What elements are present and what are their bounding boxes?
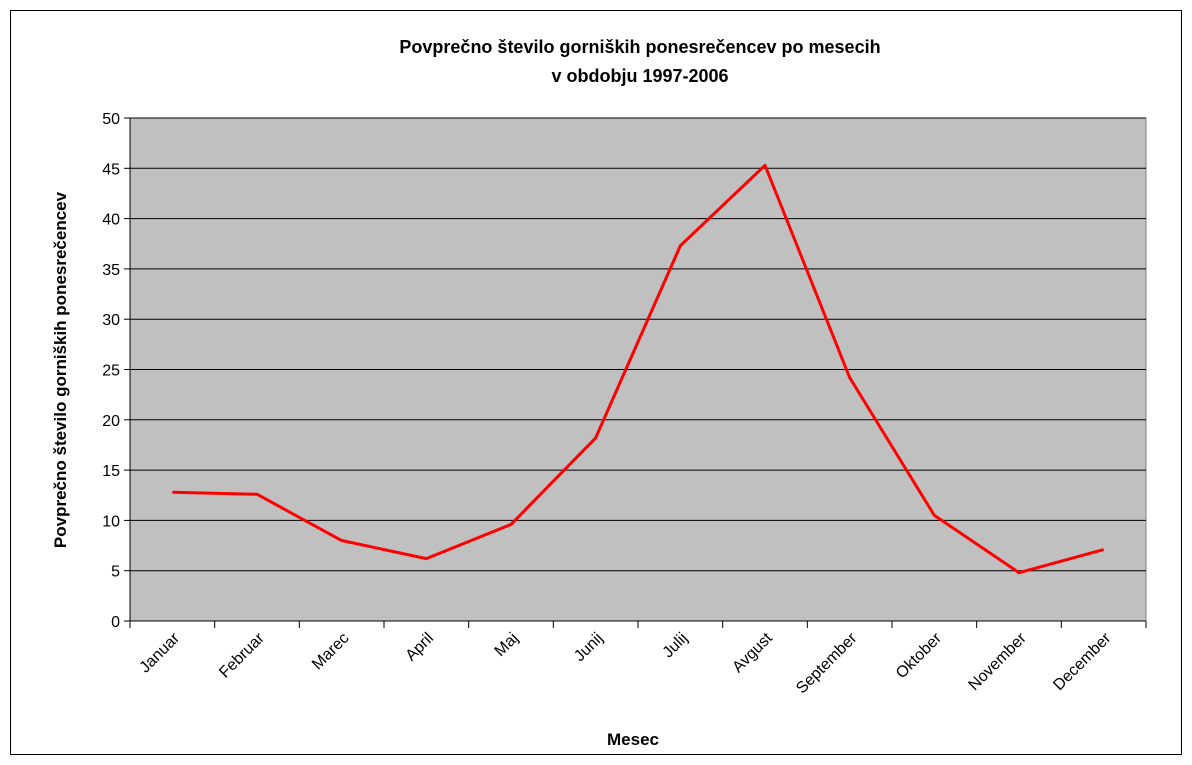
y-tick-label: 10 — [102, 513, 120, 530]
y-tick-label: 25 — [102, 363, 120, 380]
y-axis-label: Povprečno število gorniških ponesrečence… — [51, 191, 70, 548]
data-line — [172, 163, 1105, 575]
chart-title: Povprečno število gorniških ponesrečence… — [399, 37, 880, 57]
y-tick-label: 20 — [102, 413, 120, 430]
y-tick-label: 45 — [102, 161, 120, 178]
y-tick-label: 0 — [111, 614, 120, 631]
x-axis-label: Mesec — [607, 730, 659, 749]
y-tick-label: 15 — [102, 463, 120, 480]
y-tick-label: 5 — [111, 564, 120, 581]
y-tick-label: 35 — [102, 262, 120, 279]
y-tick-label: 30 — [102, 312, 120, 329]
y-tick-label: 50 — [102, 111, 120, 128]
chart-title: v obdobju 1997-2006 — [551, 66, 728, 86]
y-tick-label: 40 — [102, 212, 120, 229]
